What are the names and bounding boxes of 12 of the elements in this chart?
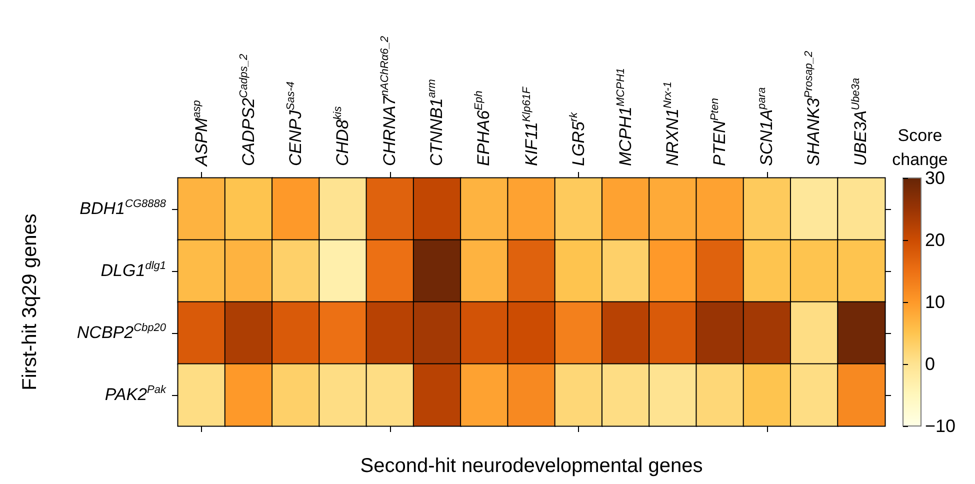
color-bar-title: Score change	[891, 125, 949, 171]
y-tick-label: BDH1$^{CG8888}$	[80, 198, 166, 219]
color-bar-label: 0	[925, 354, 936, 374]
y-tick-label: DLG1$^{dlg1}$	[100, 260, 166, 281]
y-axis-title: First-hit 3q29 genes	[19, 214, 41, 390]
y-tick-label: PAK2$^{Pak}$	[104, 384, 166, 405]
color-bar-label: 10	[925, 292, 946, 312]
color-bar-label: 30	[925, 168, 946, 188]
color-bar-label: −10	[925, 416, 956, 436]
color-bar-label: 20	[925, 230, 946, 250]
y-tick-label: NCBP2$^{Cbp20}$	[76, 322, 166, 343]
x-axis-title: Second-hit neurodevelopmental genes	[360, 455, 703, 477]
